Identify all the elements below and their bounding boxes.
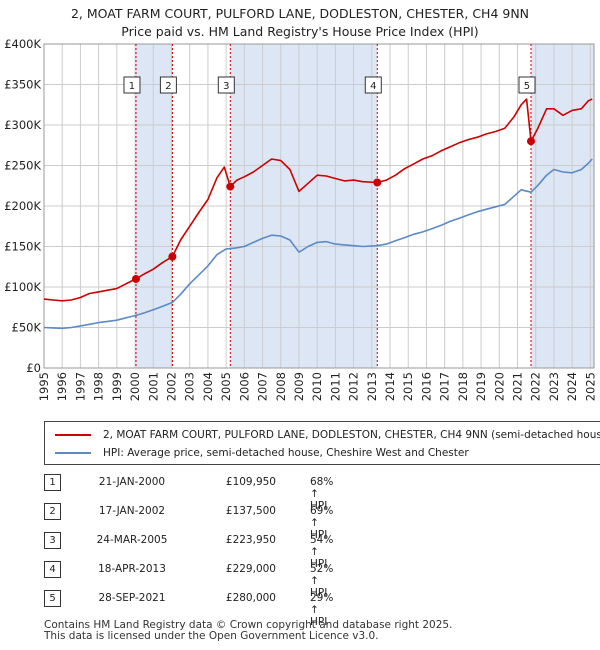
- x-tick-label: 2020: [492, 372, 506, 401]
- transaction-price: £280,000: [225, 592, 276, 604]
- sale-marker-box: [518, 76, 536, 94]
- x-tick-label: 2001: [146, 372, 160, 401]
- sale-marker-label: 3: [223, 81, 229, 92]
- y-tick-label: £100K: [4, 280, 41, 294]
- sale-point: [526, 137, 535, 146]
- chart-legend: 2, MOAT FARM COURT, PULFORD LANE, DODLES…: [44, 421, 600, 465]
- transaction-number: 1: [44, 474, 61, 491]
- legend-label-price: 2, MOAT FARM COURT, PULFORD LANE, DODLES…: [103, 429, 600, 441]
- plot-frame: [43, 43, 595, 369]
- x-tick-label: 2002: [164, 372, 178, 401]
- transaction-hpi-change: 69% ↑ HPI: [310, 505, 334, 541]
- transaction-hpi-change: 29% ↑ HPI: [310, 592, 334, 628]
- transaction-hpi-change: 68% ↑ HPI: [310, 476, 334, 512]
- x-tick-label: 2019: [474, 372, 488, 401]
- x-tick-label: 2024: [565, 372, 579, 401]
- x-tick-label: 2015: [401, 372, 415, 401]
- x-tick-label: 2004: [201, 372, 215, 401]
- x-tick-label: 2003: [183, 372, 197, 401]
- sale-marker-box: [364, 76, 382, 94]
- sale-point: [373, 178, 382, 187]
- x-tick-label: 2014: [383, 372, 397, 401]
- footer-copyright: Contains HM Land Registry data © Crown c…: [44, 619, 453, 631]
- legend-swatch-hpi: [55, 452, 91, 454]
- transaction-price: £223,950: [225, 534, 276, 546]
- sale-marker-box: [123, 76, 141, 94]
- transaction-date: 18-APR-2013: [98, 563, 166, 575]
- x-tick-label: 2005: [219, 372, 233, 401]
- legend-swatch-price: [55, 434, 91, 436]
- transaction-number: 4: [44, 561, 61, 578]
- x-tick-label: 2018: [456, 372, 470, 401]
- x-tick-label: 1998: [92, 372, 106, 401]
- x-tick-label: 1997: [73, 372, 87, 401]
- transaction-hpi-change: 52% ↑ HPI: [310, 563, 334, 599]
- transaction-date: 21-JAN-2000: [98, 476, 166, 488]
- y-tick-label: £150K: [4, 240, 41, 254]
- sale-marker-label: 2: [165, 81, 171, 92]
- x-tick-label: 2012: [347, 372, 361, 401]
- transaction-hpi-change: 54% ↑ HPI: [310, 534, 334, 570]
- x-tick-label: 2017: [438, 372, 452, 401]
- y-tick-label: £200K: [4, 199, 41, 213]
- sale-point: [131, 274, 140, 283]
- transaction-price: £109,950: [225, 476, 276, 488]
- transaction-number: 3: [44, 532, 61, 549]
- legend-item-hpi: HPI: Average price, semi-detached house,…: [55, 447, 469, 459]
- chart-subtitle: Price paid vs. HM Land Registry's House …: [121, 24, 479, 39]
- x-tick-label: 1995: [37, 372, 51, 401]
- sale-marker-label: 4: [370, 81, 376, 92]
- x-tick-label: 2000: [128, 372, 142, 401]
- x-tick-label: 2011: [328, 372, 342, 401]
- x-tick-label: 2025: [583, 372, 597, 401]
- footer-attribution: Contains HM Land Registry data © Crown c…: [44, 620, 452, 642]
- y-tick-label: £250K: [4, 159, 41, 173]
- y-tick-label: £0: [26, 361, 41, 375]
- x-tick-label: 2009: [292, 372, 306, 401]
- hpi-line: [43, 158, 593, 330]
- price-chart: £0 £50K £100K £150K £200K £250K £300K £350K £400…: [4, 37, 597, 401]
- x-tick-label: 1996: [55, 372, 69, 401]
- sale-marker-box: [217, 76, 235, 94]
- transaction-number: 2: [44, 503, 61, 520]
- transaction-number: 5: [44, 590, 61, 607]
- transaction-date: 28-SEP-2021: [98, 592, 166, 604]
- x-tick-label: 2008: [274, 372, 288, 401]
- y-tick-label: £400K: [4, 37, 41, 51]
- x-tick-label: 2010: [310, 372, 324, 401]
- sale-point: [226, 182, 235, 191]
- transaction-price: £137,500: [225, 505, 276, 517]
- x-tick-label: 2007: [256, 372, 270, 401]
- sale-marker-label: 5: [524, 81, 530, 92]
- legend-item-price: 2, MOAT FARM COURT, PULFORD LANE, DODLES…: [55, 429, 600, 441]
- sale-marker-box: [159, 76, 177, 94]
- x-tick-label: 2013: [365, 372, 379, 401]
- y-tick-label: £300K: [4, 118, 41, 132]
- footer-licence: This data is licensed under the Open Gov…: [44, 630, 379, 642]
- sale-point: [168, 252, 177, 261]
- sale-marker-label: 1: [129, 81, 135, 92]
- x-tick-label: 2006: [237, 372, 251, 401]
- price-line: [43, 98, 593, 302]
- x-tick-label: 2022: [529, 372, 543, 401]
- transaction-date: 17-JAN-2002: [98, 505, 166, 517]
- transaction-date: 24-MAR-2005: [96, 534, 168, 546]
- y-tick-label: £350K: [4, 78, 41, 92]
- x-tick-label: 2023: [547, 372, 561, 401]
- chart-title: 2, MOAT FARM COURT, PULFORD LANE, DODLES…: [70, 6, 530, 21]
- transaction-price: £229,000: [225, 563, 276, 575]
- y-tick-label: £50K: [12, 321, 42, 335]
- legend-label-hpi: HPI: Average price, semi-detached house,…: [103, 447, 469, 459]
- x-tick-label: 2016: [419, 372, 433, 401]
- x-tick-label: 2021: [511, 372, 525, 401]
- x-tick-label: 1999: [110, 372, 124, 401]
